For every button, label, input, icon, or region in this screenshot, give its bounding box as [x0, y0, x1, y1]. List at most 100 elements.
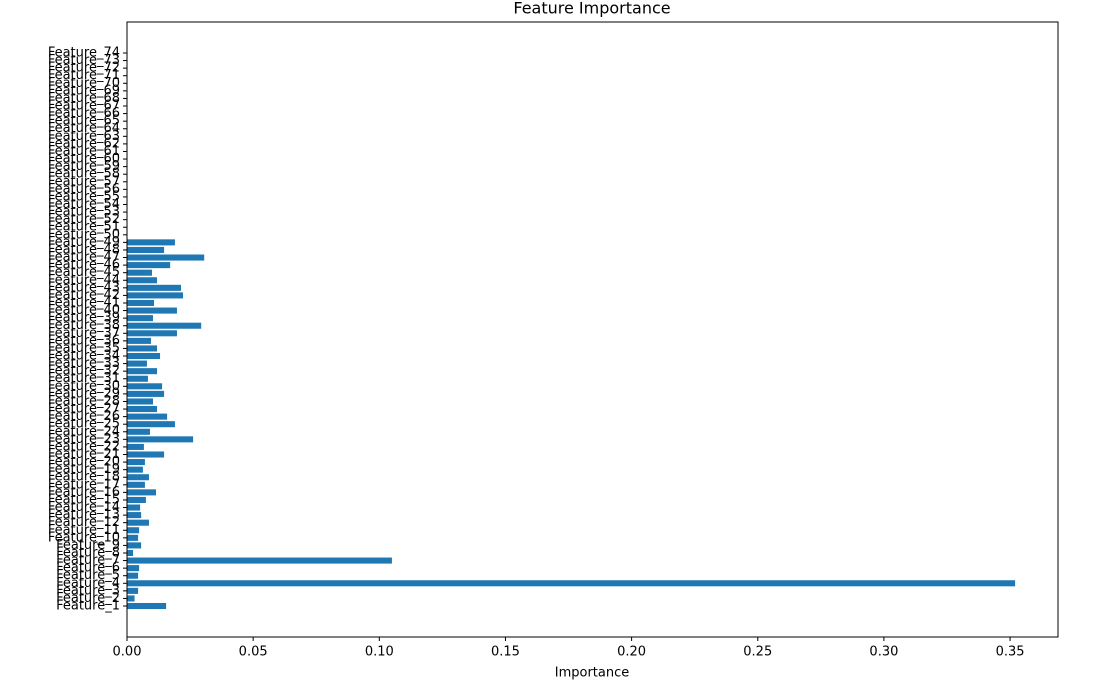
- y-tick-label: Feature_6: [56, 561, 120, 576]
- y-tick-label: Feature_51: [48, 220, 120, 235]
- bar: [127, 542, 142, 549]
- x-tick-label: 0.25: [743, 645, 772, 660]
- y-tick-label: Feature_72: [48, 61, 120, 76]
- y-tick-label: Feature_11: [48, 523, 120, 538]
- y-tick-label: Feature_2: [56, 591, 120, 606]
- y-tick-label: Feature_32: [48, 364, 120, 379]
- y-tick-label: Feature_7: [56, 553, 120, 568]
- x-tick-label: 0.30: [869, 645, 898, 660]
- y-tick-label: Feature_28: [48, 394, 120, 409]
- y-tick-label: Feature_68: [48, 91, 120, 106]
- bar: [127, 474, 149, 481]
- bar: [127, 375, 148, 382]
- plot-frame: [126, 21, 1059, 638]
- bar: [127, 595, 135, 602]
- bar: [127, 428, 150, 435]
- bar: [127, 315, 153, 322]
- y-tick-label: Feature_3: [56, 583, 120, 598]
- y-tick-label: Feature_22: [48, 439, 120, 454]
- bar: [127, 307, 177, 314]
- y-tick-label: Feature_48: [48, 242, 120, 257]
- bar: [127, 246, 165, 253]
- y-tick-label: Feature_70: [48, 76, 120, 91]
- y-tick-label: Feature_12: [48, 515, 120, 530]
- bar: [127, 443, 144, 450]
- y-tick-label: Feature_50: [48, 227, 120, 242]
- y-tick-label: Feature_63: [48, 129, 120, 144]
- y-tick-label: Feature_26: [48, 409, 120, 424]
- y-tick-label: Feature_16: [48, 485, 120, 500]
- y-tick-label: Feature_41: [48, 295, 120, 310]
- bar: [127, 406, 158, 413]
- bar: [127, 512, 142, 519]
- bar: [127, 466, 143, 473]
- bar: [127, 330, 177, 337]
- bar: [127, 549, 134, 557]
- y-tick-label: Feature_40: [48, 303, 120, 318]
- y-tick-label: Feature_53: [48, 205, 120, 220]
- y-tick-label: Feature_45: [48, 265, 120, 280]
- bar: [127, 277, 158, 284]
- y-tick-label: Feature_62: [48, 136, 120, 151]
- bar: [127, 504, 141, 511]
- y-tick-label: Feature_15: [48, 492, 120, 507]
- y-tick-label: Feature_73: [48, 53, 120, 68]
- x-tick-label: 0.10: [365, 645, 394, 660]
- bar: [127, 580, 1016, 587]
- y-tick-label: Feature_64: [48, 121, 120, 136]
- x-tick-label: 0.00: [113, 645, 142, 660]
- bar: [127, 337, 151, 344]
- bar: [127, 299, 154, 307]
- y-tick-label: Feature_4: [56, 576, 120, 591]
- y-tick-label: Feature_71: [48, 68, 120, 83]
- y-tick-label: Feature_24: [48, 424, 120, 439]
- bar: [127, 534, 139, 541]
- y-tick-label: Feature_10: [48, 530, 120, 545]
- y-tick-label: Feature_54: [48, 197, 120, 212]
- y-tick-label: Feature_67: [48, 99, 120, 114]
- y-tick-label: Feature_19: [48, 462, 120, 477]
- bar: [127, 269, 152, 276]
- bar: [127, 254, 205, 261]
- x-tick-label: 0.20: [617, 645, 646, 660]
- y-tick-label: Feature_35: [48, 341, 120, 356]
- y-tick-label: Feature_39: [48, 311, 120, 326]
- y-tick-label: Feature_38: [48, 318, 120, 333]
- y-tick-label: Feature_74: [48, 45, 120, 60]
- bar: [127, 421, 175, 428]
- x-axis-label: Importance: [555, 666, 630, 681]
- y-tick-label: Feature_61: [48, 144, 120, 159]
- y-tick-label: Feature_66: [48, 106, 120, 121]
- bar: [127, 565, 140, 572]
- y-tick-label: Feature_65: [48, 114, 120, 129]
- bar: [127, 239, 175, 246]
- bar: [127, 602, 167, 610]
- x-tick-label: 0.05: [239, 645, 268, 660]
- y-tick-label: Feature_20: [48, 455, 120, 470]
- y-tick-label: Feature_52: [48, 212, 120, 227]
- y-tick-label: Feature_60: [48, 152, 120, 167]
- bar: [127, 459, 145, 466]
- bar: [127, 436, 194, 443]
- y-tick-label: Feature_46: [48, 258, 120, 273]
- bar: [127, 383, 163, 390]
- y-tick-label: Feature_44: [48, 273, 120, 288]
- bar: [127, 572, 139, 579]
- y-tick-label: Feature_42: [48, 288, 120, 303]
- bar: [127, 496, 146, 503]
- bar: [127, 413, 168, 420]
- chart-title: Feature Importance: [513, 0, 670, 18]
- y-tick-label: Feature_57: [48, 174, 120, 189]
- bar: [127, 345, 158, 352]
- y-tick-label: Feature_56: [48, 182, 120, 197]
- y-tick-label: Feature_33: [48, 356, 120, 371]
- y-tick-label: Feature_9: [56, 538, 120, 553]
- y-tick-label: Feature_37: [48, 326, 120, 341]
- bar: [127, 489, 157, 496]
- bar: [127, 352, 161, 360]
- y-tick-label: Feature_55: [48, 189, 120, 204]
- bar: [127, 292, 184, 299]
- y-tick-label: Feature_13: [48, 508, 120, 523]
- y-tick-label: Feature_18: [48, 470, 120, 485]
